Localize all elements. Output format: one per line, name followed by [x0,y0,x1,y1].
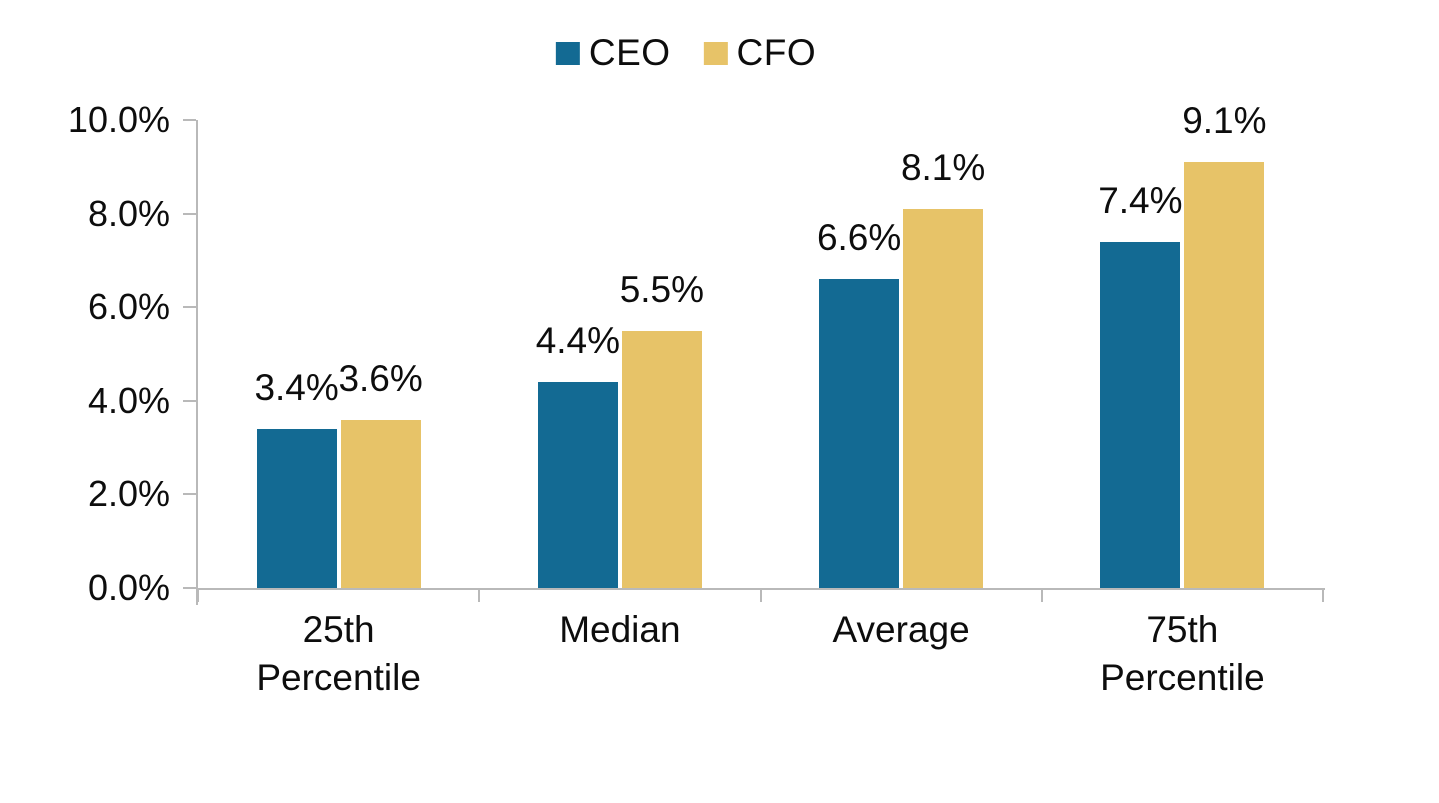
y-axis-tick-label: 10.0% [67,99,170,140]
value-label-cfo-2: 5.5% [619,268,705,310]
bar-ceo-3 [819,279,900,588]
y-axis-tick-label: 0.0% [87,567,170,608]
value-label-cfo-1: 3.6% [338,357,423,399]
x-axis-category-label: 75th Percentile [1100,609,1265,698]
x-axis-category-label: 25th Percentile [256,609,421,698]
value-label-ceo-3: 6.6% [816,217,902,259]
y-axis-tick [183,587,196,589]
legend-label-ceo: CEO [588,32,671,73]
bar-cfo-4 [1184,162,1265,588]
x-axis-tick [759,588,762,602]
chart-legend: CEO CFO [555,32,817,73]
x-axis-tick [1322,588,1324,602]
x-axis-line [198,588,1325,590]
bar-cfo-2 [621,330,702,588]
y-axis-line [196,120,198,605]
x-axis-category-label: Average [832,609,970,650]
y-axis-tick [183,306,196,309]
bar-cfo-1 [340,419,421,588]
value-label-ceo-1: 3.4% [254,366,339,408]
bar-ceo-4 [1100,241,1181,588]
bar-ceo-2 [537,382,618,588]
bar-cfo-3 [903,208,984,588]
legend-item-cfo: CFO [703,32,817,73]
y-axis-tick-label: 6.0% [87,286,170,328]
y-axis-tick-label: 8.0% [87,192,170,234]
y-axis-tick [183,399,196,402]
value-label-ceo-4: 7.4% [1098,179,1183,221]
x-axis-tick [1040,588,1043,602]
legend-label-cfo: CFO [736,32,817,73]
y-axis-tick [183,493,196,496]
legend-swatch-ceo-icon [555,41,580,65]
value-label-cfo-3: 8.1% [900,146,986,188]
y-axis-tick [183,212,196,215]
y-axis-tick [183,119,196,121]
x-axis-tick [478,588,481,602]
legend-swatch-cfo-icon [703,41,728,65]
x-axis-category-label: Median [559,609,681,650]
y-axis-tick-label: 2.0% [87,473,170,515]
value-label-ceo-2: 4.4% [535,320,621,362]
bar-ceo-1 [256,428,337,588]
legend-item-ceo: CEO [555,32,671,73]
y-axis-tick-label: 4.0% [87,379,170,421]
value-label-cfo-4: 9.1% [1182,100,1267,142]
x-axis-tick [197,588,199,602]
